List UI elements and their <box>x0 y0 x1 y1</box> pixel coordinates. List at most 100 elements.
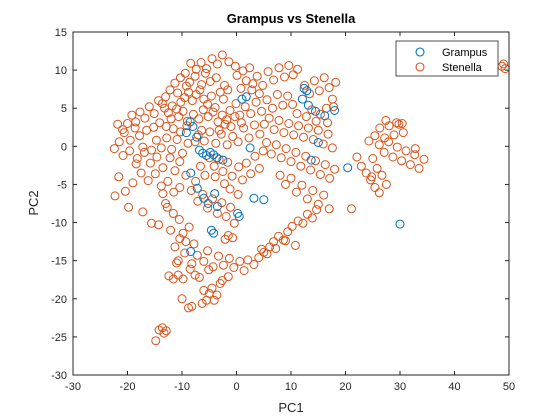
data-point-stenella <box>165 85 175 95</box>
data-point-stenella <box>218 94 228 104</box>
data-point-grampus <box>299 83 309 93</box>
data-point-stenella <box>410 150 420 160</box>
data-point-stenella <box>154 220 164 230</box>
data-point-stenella <box>218 260 228 270</box>
data-point-stenella <box>158 189 168 199</box>
data-point-stenella <box>298 218 308 228</box>
data-point-stenella <box>223 231 233 240</box>
x-tick-label: -10 <box>174 381 190 393</box>
data-point-stenella <box>192 250 202 260</box>
data-point-stenella <box>195 85 205 95</box>
data-point-stenella <box>200 170 210 180</box>
data-point-stenella <box>258 146 268 156</box>
data-point-grampus <box>192 132 202 142</box>
data-point-grampus <box>212 202 222 211</box>
data-point-stenella <box>347 204 356 214</box>
data-point-stenella <box>251 97 261 107</box>
data-point-stenella <box>368 154 378 163</box>
data-point-stenella <box>197 298 207 308</box>
data-point-stenella <box>193 196 203 206</box>
data-point-stenella <box>392 142 402 152</box>
data-point-stenella <box>293 216 303 226</box>
data-point-stenella <box>220 119 230 129</box>
legend-label-grampus: Grampus <box>442 47 488 59</box>
data-point-stenella <box>249 260 259 269</box>
data-point-grampus <box>259 195 269 205</box>
data-point-stenella <box>291 187 301 197</box>
data-point-grampus <box>330 106 340 115</box>
data-point-stenella <box>280 72 289 82</box>
data-point-stenella <box>138 142 148 152</box>
data-point-stenella <box>175 127 185 137</box>
data-point-stenella <box>311 156 320 166</box>
data-point-stenella <box>271 244 281 253</box>
data-point-stenella <box>188 109 198 119</box>
data-point-grampus <box>203 199 213 208</box>
data-point-stenella <box>281 144 291 154</box>
data-point-stenella <box>186 186 196 195</box>
data-point-stenella <box>124 202 134 212</box>
y-tick-label: 15 <box>55 27 67 39</box>
data-point-stenella <box>315 109 325 119</box>
data-point-stenella <box>370 131 380 141</box>
data-point-stenella <box>184 222 194 232</box>
data-point-stenella <box>175 234 185 244</box>
data-point-stenella <box>309 76 319 86</box>
data-point-stenella <box>255 129 265 139</box>
data-point-stenella <box>308 135 318 144</box>
data-point-stenella <box>178 148 187 158</box>
data-point-stenella <box>163 176 173 186</box>
data-point-stenella <box>287 221 297 231</box>
y-tick-label: -25 <box>51 332 67 344</box>
data-point-stenella <box>145 158 155 168</box>
data-point-stenella <box>239 266 249 276</box>
data-point-stenella <box>367 172 377 182</box>
data-point-stenella <box>136 168 146 178</box>
data-point-grampus <box>194 145 204 155</box>
data-point-stenella <box>189 239 199 249</box>
data-point-stenella <box>110 191 120 201</box>
data-point-stenella <box>319 190 329 200</box>
data-point-stenella <box>125 146 135 156</box>
data-point-stenella <box>207 283 217 293</box>
data-point-stenella <box>109 144 119 154</box>
data-point-stenella <box>303 123 313 133</box>
data-point-stenella <box>397 156 407 166</box>
data-point-stenella <box>155 118 165 128</box>
data-point-stenella <box>190 71 200 81</box>
data-point-stenella <box>379 147 389 157</box>
data-point-stenella <box>291 147 301 157</box>
data-point-stenella <box>183 138 193 148</box>
data-point-stenella <box>401 146 411 156</box>
y-tick-label: -30 <box>51 370 67 382</box>
data-point-stenella <box>313 199 323 209</box>
legend-box <box>395 40 499 77</box>
data-point-stenella <box>223 157 233 167</box>
data-point-stenella <box>178 106 188 116</box>
data-point-stenella <box>140 113 150 123</box>
data-point-stenella <box>308 186 318 195</box>
data-point-stenella <box>194 272 204 282</box>
y-tick-label: 0 <box>61 141 67 153</box>
data-point-stenella <box>164 271 174 281</box>
data-point-grampus <box>212 153 222 163</box>
data-point-stenella <box>197 80 207 90</box>
data-point-stenella <box>190 137 200 147</box>
data-point-stenella <box>135 131 144 141</box>
data-point-stenella <box>226 122 236 131</box>
data-point-stenella <box>380 133 390 143</box>
data-point-stenella <box>269 75 279 85</box>
data-point-stenella <box>208 107 218 117</box>
data-point-stenella <box>250 151 260 161</box>
x-tick-label: -30 <box>65 381 81 393</box>
data-point-stenella <box>118 151 128 160</box>
data-point-stenella <box>123 119 132 128</box>
data-point-stenella <box>167 144 177 154</box>
data-point-stenella <box>131 159 141 169</box>
data-point-stenella <box>130 123 140 133</box>
y-axis-ticks: -30 -25 -20 -15 -10 -5 0 5 10 15 <box>51 27 509 382</box>
data-point-stenella <box>143 176 153 186</box>
data-point-stenella <box>263 67 273 77</box>
data-point-stenella <box>259 119 269 129</box>
data-point-stenella <box>180 248 190 258</box>
